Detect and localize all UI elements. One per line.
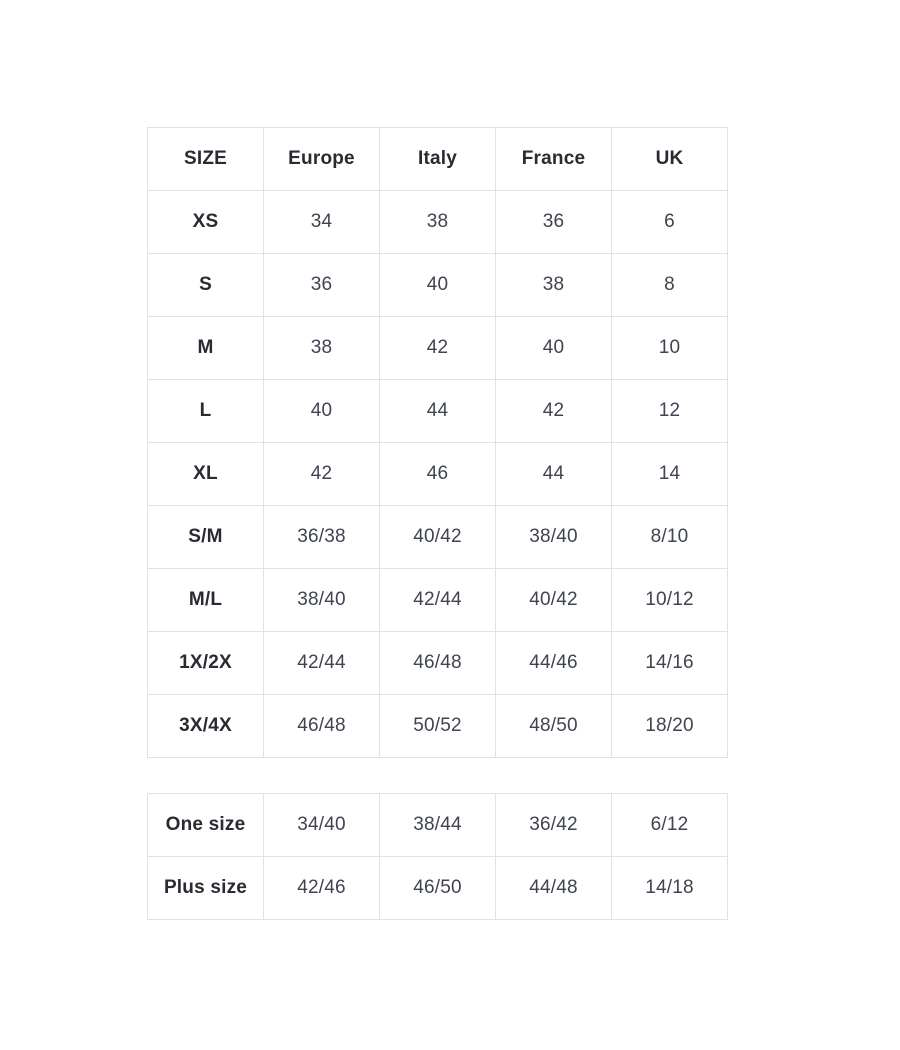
row-label: S [147,253,264,317]
row-label: Plus size [147,856,264,920]
size-value-cell: 44/46 [495,631,612,695]
header-row: SIZE Europe Italy France UK [147,127,728,191]
size-value-cell: 36 [263,253,380,317]
size-value-cell: 40/42 [495,568,612,632]
size-value-cell: 18/20 [611,694,728,758]
table-row: XS 34 38 36 6 [147,190,728,254]
table-row: Plus size 42/46 46/50 44/48 14/18 [147,856,728,920]
size-value-cell: 14/16 [611,631,728,695]
size-value-cell: 46/48 [263,694,380,758]
size-conversion-table-body: XS 34 38 36 6 S 36 40 38 8 M 38 42 40 10 L 40 44 42 12 XL 42 4… [147,190,728,758]
special-sizes-table-body: One size 34/40 38/44 36/42 6/12 Plus size 42/4… [147,793,728,920]
column-header-europe: Europe [263,127,380,191]
table-row: S/M 36/38 40/42 38/40 8/10 [147,505,728,569]
size-value-cell: 42/44 [379,568,496,632]
size-value-cell: 34/40 [263,793,380,857]
size-conversion-table: SIZE Europe Italy France UK XS 34 38 36 6 S 36… [147,127,728,758]
table-row: XL 42 46 44 14 [147,442,728,506]
size-value-cell: 42 [263,442,380,506]
size-value-cell: 44 [379,379,496,443]
size-value-cell: 40 [263,379,380,443]
size-value-cell: 42/44 [263,631,380,695]
table-row: M/L 38/40 42/44 40/42 10/12 [147,568,728,632]
table-row: 3X/4X 46/48 50/52 48/50 18/20 [147,694,728,758]
size-value-cell: 38/40 [495,505,612,569]
table-row: L 40 44 42 12 [147,379,728,443]
row-label: XL [147,442,264,506]
column-header-uk: UK [611,127,728,191]
size-value-cell: 36 [495,190,612,254]
column-header-italy: Italy [379,127,496,191]
table-row: M 38 42 40 10 [147,316,728,380]
size-value-cell: 40/42 [379,505,496,569]
size-value-cell: 42/46 [263,856,380,920]
row-label: XS [147,190,264,254]
size-value-cell: 46/48 [379,631,496,695]
size-value-cell: 36/42 [495,793,612,857]
size-value-cell: 8 [611,253,728,317]
size-value-cell: 38 [263,316,380,380]
size-value-cell: 46/50 [379,856,496,920]
column-header-france: France [495,127,612,191]
row-label: 1X/2X [147,631,264,695]
size-value-cell: 34 [263,190,380,254]
size-value-cell: 38 [379,190,496,254]
table-row: 1X/2X 42/44 46/48 44/46 14/16 [147,631,728,695]
size-value-cell: 6 [611,190,728,254]
row-label: S/M [147,505,264,569]
size-value-cell: 6/12 [611,793,728,857]
size-conversion-table-header: SIZE Europe Italy France UK [147,127,728,191]
row-label: M/L [147,568,264,632]
size-value-cell: 12 [611,379,728,443]
table-row: S 36 40 38 8 [147,253,728,317]
size-value-cell: 38 [495,253,612,317]
row-label: L [147,379,264,443]
size-value-cell: 10 [611,316,728,380]
size-value-cell: 42 [495,379,612,443]
size-value-cell: 50/52 [379,694,496,758]
size-value-cell: 44/48 [495,856,612,920]
table-row: One size 34/40 38/44 36/42 6/12 [147,793,728,857]
size-value-cell: 14 [611,442,728,506]
size-value-cell: 14/18 [611,856,728,920]
size-charts-container: SIZE Europe Italy France UK XS 34 38 36 6 S 36… [147,127,728,920]
size-value-cell: 48/50 [495,694,612,758]
size-value-cell: 44 [495,442,612,506]
size-value-cell: 42 [379,316,496,380]
size-value-cell: 38/44 [379,793,496,857]
special-sizes-table: One size 34/40 38/44 36/42 6/12 Plus size 42/4… [147,793,728,920]
size-value-cell: 46 [379,442,496,506]
column-header-size: SIZE [147,127,264,191]
size-value-cell: 40 [495,316,612,380]
size-value-cell: 10/12 [611,568,728,632]
size-value-cell: 40 [379,253,496,317]
row-label: M [147,316,264,380]
row-label: One size [147,793,264,857]
size-value-cell: 8/10 [611,505,728,569]
row-label: 3X/4X [147,694,264,758]
size-value-cell: 38/40 [263,568,380,632]
size-value-cell: 36/38 [263,505,380,569]
